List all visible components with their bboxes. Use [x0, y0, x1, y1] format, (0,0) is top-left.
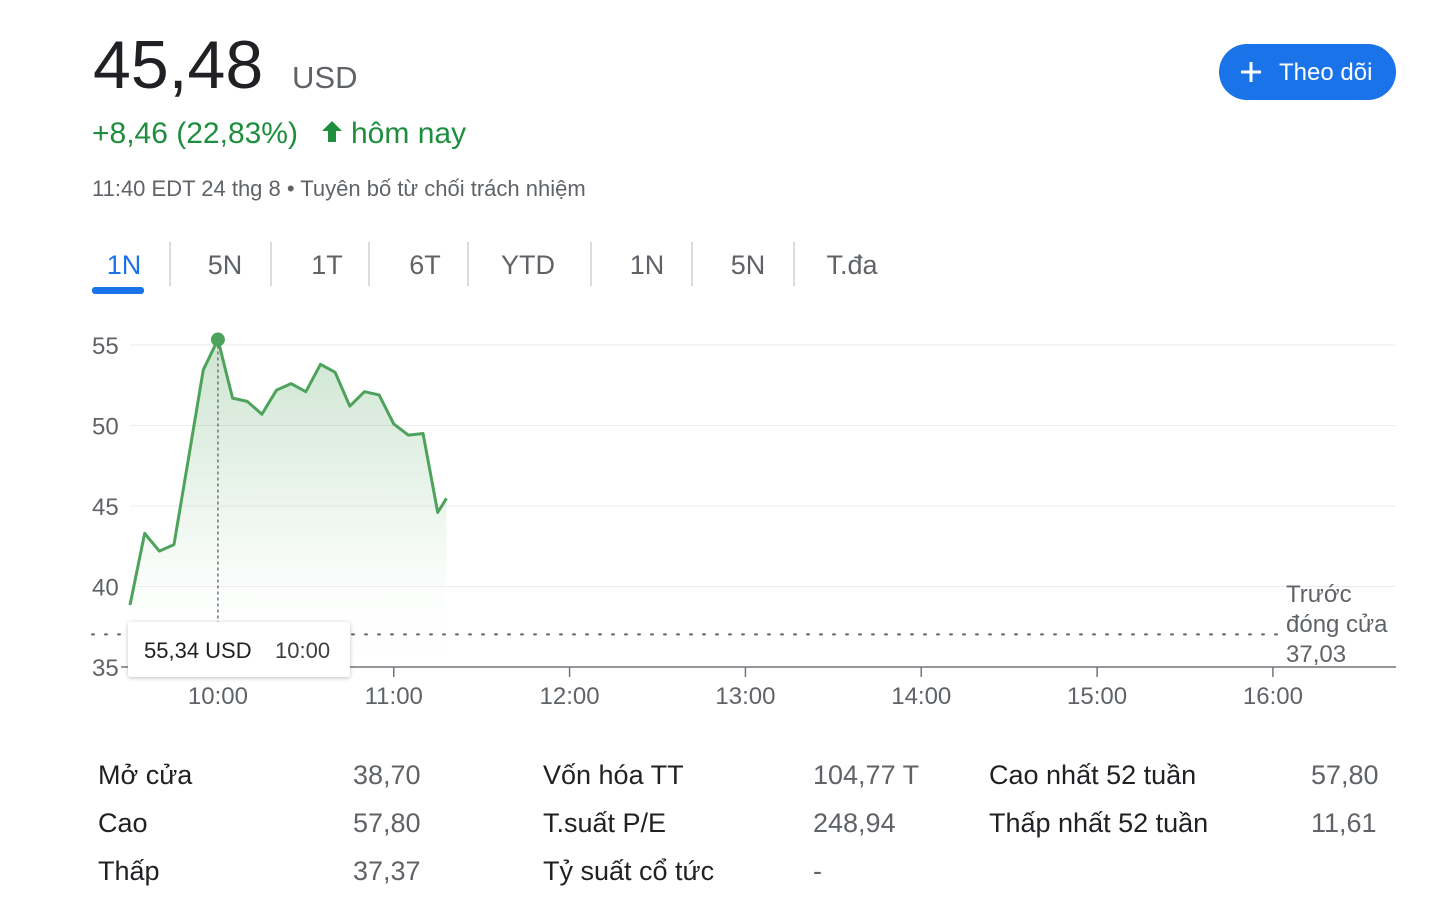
stat-value: -: [813, 856, 822, 886]
stat-value: 57,80: [1311, 760, 1379, 790]
y-tick-label: 35: [92, 655, 119, 682]
previous-close-value: 37,03: [1286, 641, 1346, 668]
change-suffix: hôm nay: [351, 117, 466, 150]
y-tick-label: 50: [92, 414, 119, 441]
tab-indicator: [92, 287, 144, 294]
stat-value: 38,70: [353, 760, 421, 790]
stat-value: 57,80: [353, 808, 421, 838]
stat-label: Cao nhất 52 tuần: [989, 760, 1196, 790]
tab[interactable]: 1N: [630, 250, 665, 280]
tooltip-time: 10:00: [275, 638, 330, 663]
separator: •: [281, 176, 301, 201]
stat-label: Tỷ suất cổ tức: [543, 856, 714, 886]
tab[interactable]: YTD: [501, 250, 555, 280]
stat-label: Thấp: [98, 856, 160, 886]
price-area: [130, 339, 447, 667]
stat-label: Vốn hóa TT: [543, 760, 684, 790]
change: +8,46 (22,83%): [92, 117, 298, 150]
y-tick-label: 40: [92, 575, 119, 602]
stat-value: 37,37: [353, 856, 421, 886]
follow-button[interactable]: Theo dõi: [1219, 44, 1396, 100]
x-tick-label: 11:00: [365, 683, 423, 710]
previous-close-label: Trước: [1286, 581, 1352, 608]
tab-separators: [169, 242, 795, 286]
up-arrow: [322, 121, 342, 142]
x-tick-label: 15:00: [1067, 683, 1127, 710]
tooltip-box: [128, 622, 350, 677]
stat-label: Cao: [98, 808, 148, 838]
stat-label: Thấp nhất 52 tuần: [989, 808, 1208, 838]
stat-value: 104,77 T: [813, 760, 919, 790]
button-label[interactable]: Theo dõi: [1279, 59, 1372, 86]
x-tick-label: 10:00: [188, 683, 248, 710]
tab[interactable]: 1T: [311, 250, 343, 280]
tab[interactable]: 6T: [409, 250, 441, 280]
chart: 35 40 45 50 55 10:00 11:00 12:00 13:00 14:00 15:00…: [91, 332, 1396, 710]
plus-icon: [1241, 62, 1261, 82]
time: 11:40 EDT 24 thg 8: [92, 176, 281, 201]
tab[interactable]: T.đa: [826, 250, 878, 280]
y-tick-label: 55: [92, 333, 119, 360]
y-tick-label: 45: [92, 494, 119, 521]
range-tabs: 1N 5N 1T 6T YTD 1N 5N T.đa: [92, 250, 878, 294]
tooltip-price: 55,34 USD: [144, 638, 252, 663]
stat-label: T.suất P/E: [543, 808, 666, 838]
stats-table: Mở cửa 38,70 Cao 57,80 Thấp 37,37 Vốn hóa TT 10…: [98, 760, 1379, 886]
stat-label: Mở cửa: [98, 760, 193, 790]
stat-value: 11,61: [1311, 808, 1377, 838]
price: 45,48: [93, 27, 263, 103]
timestamp: 11:40 EDT 24 thg 8 • Tuyên bố từ chối tr…: [92, 176, 586, 201]
x-tick-label: 13:00: [715, 683, 775, 710]
button-bg[interactable]: [1219, 44, 1396, 100]
stat-value: 248,94: [813, 808, 896, 838]
price-line: [128, 338, 448, 606]
currency: USD: [292, 60, 357, 95]
hover-dot: [210, 332, 225, 347]
previous-close-label: đóng cửa: [1286, 611, 1388, 638]
tab[interactable]: 5N: [208, 250, 243, 280]
x-tick-label: 12:00: [540, 683, 600, 710]
tab[interactable]: 1N: [107, 250, 142, 280]
x-tick-label: 16:00: [1243, 683, 1303, 710]
tab[interactable]: 5N: [731, 250, 766, 280]
x-tick-label: 14:00: [891, 683, 951, 710]
disclaimer[interactable]: Tuyên bố từ chối trách nhiệm: [300, 176, 585, 201]
